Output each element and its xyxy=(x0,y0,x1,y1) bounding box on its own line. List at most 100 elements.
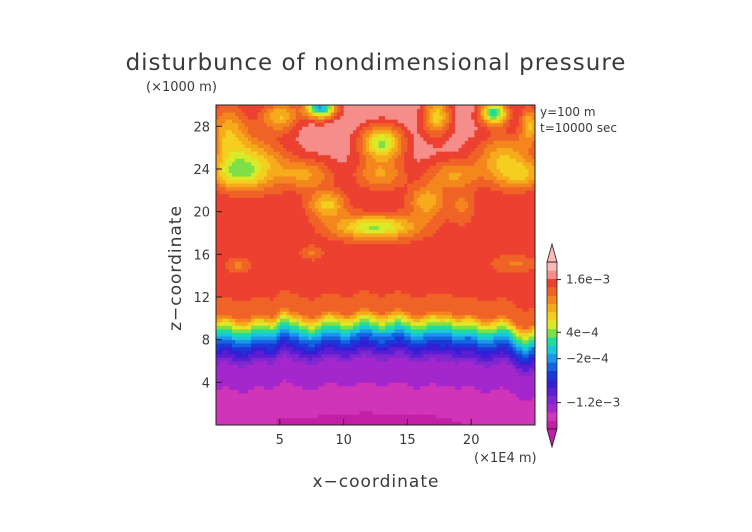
field-cell xyxy=(324,268,329,273)
field-cell xyxy=(349,407,354,412)
field-cell xyxy=(247,261,252,266)
field-cell xyxy=(231,243,236,248)
field-cell xyxy=(311,158,316,163)
field-cell xyxy=(378,414,383,419)
field-cell xyxy=(327,396,332,401)
field-cell xyxy=(225,407,230,412)
field-cell xyxy=(305,137,309,141)
field-cell xyxy=(385,311,389,316)
field-cell xyxy=(385,339,389,344)
field-cell xyxy=(324,321,329,326)
field-cell xyxy=(305,343,309,348)
field-cell xyxy=(330,193,335,198)
field-cell xyxy=(276,275,281,280)
field-cell xyxy=(391,297,396,301)
field-cell xyxy=(346,240,351,245)
field-cell xyxy=(375,147,380,152)
field-cell xyxy=(385,321,389,326)
field-cell xyxy=(391,403,396,408)
field-cell xyxy=(289,158,293,163)
field-cell xyxy=(298,357,303,362)
field-cell xyxy=(388,343,392,348)
field-cell xyxy=(356,250,360,255)
field-cell xyxy=(254,243,258,248)
field-cell xyxy=(318,389,322,394)
field-cell xyxy=(353,361,357,365)
field-cell xyxy=(308,393,313,397)
field-cell xyxy=(356,161,360,166)
field-cell xyxy=(378,218,383,223)
field-cell xyxy=(270,229,274,234)
field-cell xyxy=(292,147,297,152)
field-cell xyxy=(241,151,246,156)
field-cell xyxy=(321,215,325,220)
field-cell xyxy=(375,254,380,259)
field-cell xyxy=(324,169,329,173)
field-cell xyxy=(308,272,313,277)
field-cell xyxy=(365,225,370,230)
field-cell xyxy=(353,201,357,205)
field-cell xyxy=(318,375,322,380)
field-cell xyxy=(321,197,325,202)
field-cell xyxy=(385,357,389,362)
field-cell xyxy=(276,307,281,312)
field-cell xyxy=(346,119,351,124)
field-cell xyxy=(308,346,313,351)
field-cell xyxy=(298,265,303,269)
field-cell xyxy=(340,289,344,294)
field-cell xyxy=(375,122,380,127)
field-cell xyxy=(295,204,300,209)
field-cell xyxy=(276,204,281,209)
field-cell xyxy=(349,211,354,216)
field-cell xyxy=(235,161,239,166)
field-cell xyxy=(359,407,364,412)
field-cell xyxy=(305,336,309,341)
field-cell xyxy=(244,257,249,262)
field-cell xyxy=(340,165,344,170)
field-cell xyxy=(216,236,220,241)
field-cell xyxy=(381,268,386,273)
field-cell xyxy=(238,339,242,344)
field-cell xyxy=(289,318,293,323)
field-cell xyxy=(247,293,252,298)
field-cell xyxy=(356,407,360,412)
field-cell xyxy=(391,304,396,309)
field-cell xyxy=(270,279,274,284)
field-cell xyxy=(318,218,322,223)
field-cell xyxy=(254,304,258,309)
field-cell xyxy=(257,190,262,195)
field-cell xyxy=(308,300,313,305)
field-cell xyxy=(263,225,268,230)
field-cell xyxy=(216,297,220,301)
field-cell xyxy=(391,339,396,344)
field-cell xyxy=(279,254,284,259)
field-cell xyxy=(324,304,329,309)
field-cell xyxy=(365,218,370,223)
field-cell xyxy=(311,289,316,294)
field-cell xyxy=(311,243,316,248)
field-cell xyxy=(286,339,290,344)
field-cell xyxy=(222,161,226,166)
field-cell xyxy=(219,193,223,198)
field-cell xyxy=(365,179,370,184)
field-cell xyxy=(308,183,313,188)
field-cell xyxy=(295,378,300,383)
field-cell xyxy=(359,176,364,181)
field-cell xyxy=(330,147,335,152)
field-cell xyxy=(375,307,380,312)
field-cell xyxy=(365,417,370,422)
field-cell xyxy=(372,176,376,181)
field-cell xyxy=(251,190,255,195)
field-cell xyxy=(346,368,351,373)
field-cell xyxy=(254,289,258,294)
field-cell xyxy=(378,325,383,330)
field-cell xyxy=(375,183,380,188)
field-cell xyxy=(244,304,249,309)
field-cell xyxy=(327,201,332,205)
field-cell xyxy=(385,137,389,141)
field-cell xyxy=(292,122,297,127)
field-cell xyxy=(238,282,242,287)
field-cell xyxy=(318,297,322,301)
field-cell xyxy=(254,403,258,408)
field-cell xyxy=(311,329,316,333)
